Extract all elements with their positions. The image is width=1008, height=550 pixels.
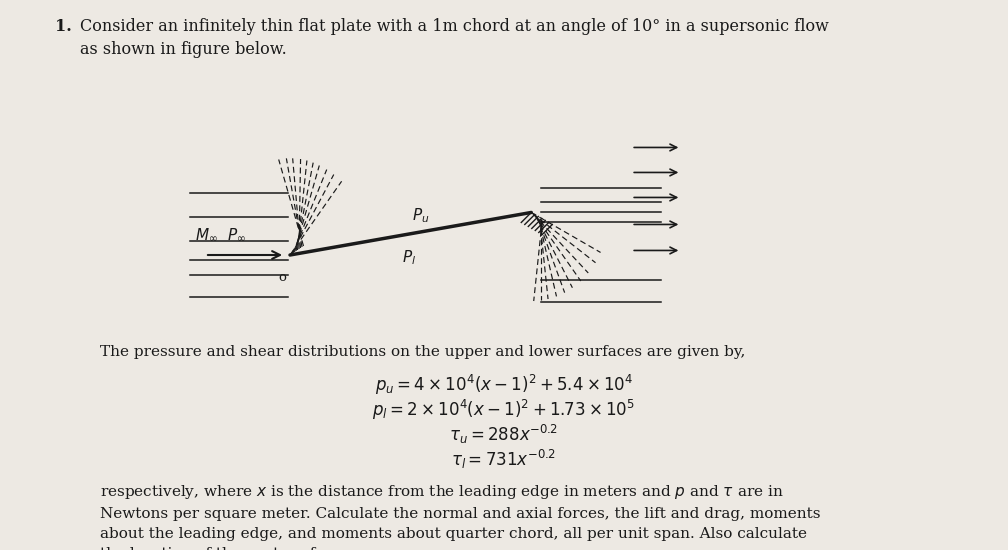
Text: $P_u$: $P_u$ xyxy=(411,207,429,226)
Text: $M_\infty$  $P_\infty$: $M_\infty$ $P_\infty$ xyxy=(195,227,246,243)
Text: $p_l = 2 \times 10^4(x-1)^2 + 1.73 \times 10^5$: $p_l = 2 \times 10^4(x-1)^2 + 1.73 \time… xyxy=(372,398,636,422)
Text: respectively, where $x$ is the distance from the leading edge in meters and $p$ : respectively, where $x$ is the distance … xyxy=(100,483,821,550)
Text: $\tau_l = 731x^{-0.2}$: $\tau_l = 731x^{-0.2}$ xyxy=(452,448,556,471)
Text: o: o xyxy=(278,271,286,284)
Text: $P_l$: $P_l$ xyxy=(401,249,415,267)
Text: Consider an infinitely thin flat plate with a 1m chord at an angle of 10° in a s: Consider an infinitely thin flat plate w… xyxy=(80,18,829,58)
Text: $\tau_u = 288x^{-0.2}$: $\tau_u = 288x^{-0.2}$ xyxy=(450,423,558,446)
Text: 1.: 1. xyxy=(55,18,72,35)
Text: $p_u = 4 \times 10^4(x-1)^2 + 5.4 \times 10^4$: $p_u = 4 \times 10^4(x-1)^2 + 5.4 \times… xyxy=(375,373,633,397)
Text: The pressure and shear distributions on the upper and lower surfaces are given b: The pressure and shear distributions on … xyxy=(100,345,745,359)
